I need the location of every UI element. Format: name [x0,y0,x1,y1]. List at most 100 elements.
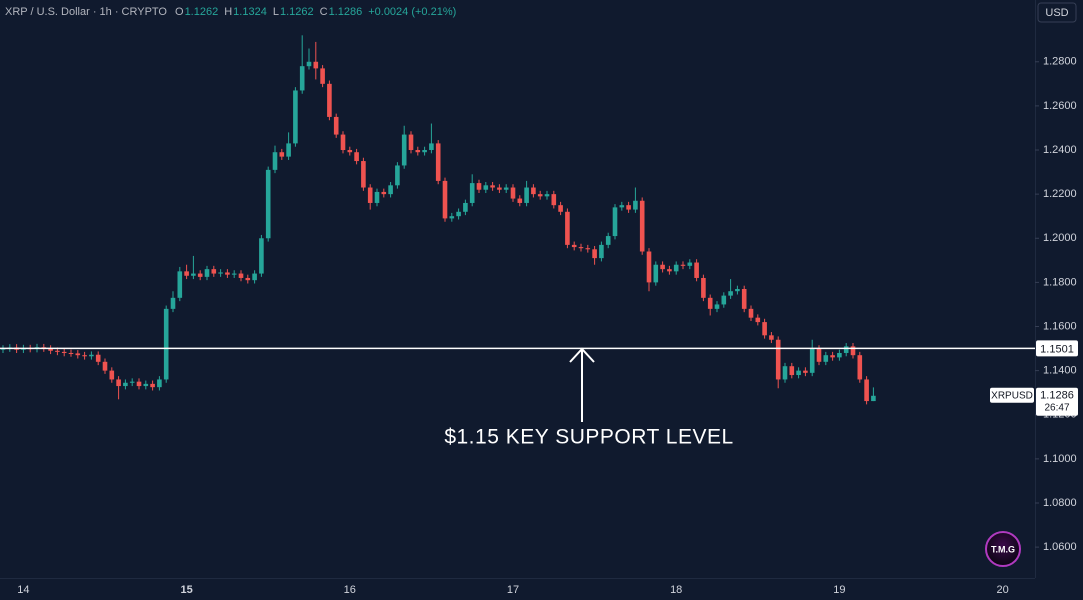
y-tick-label: 1.2800 [1043,56,1077,68]
candle-body [463,202,468,212]
candle-body [157,379,162,388]
y-tick-label: 1.2000 [1043,232,1077,244]
candle-body [143,383,149,387]
candle-body [320,68,325,84]
y-tick-label: 1.2400 [1043,144,1077,156]
last-price: 1.1286 [1040,390,1074,402]
symbol-label: XRPUSD [991,390,1033,401]
legend-value: 1.1262 [280,6,314,18]
candle-body [687,262,693,266]
candle-body [395,165,400,186]
x-tick-label: 17 [507,584,519,596]
candle-body [469,183,475,203]
y-tick-label: 1.2200 [1043,188,1077,200]
currency-label[interactable]: USD [1045,7,1068,19]
candle-body [510,187,516,199]
legend-value: 1.1286 [329,6,363,18]
candle-body [680,264,686,266]
legend: XRP / U.S. Dollar · 1h · CRYPTO O 1.1262 H… [5,6,456,18]
candle-body [388,185,393,195]
candle-body [299,66,305,91]
candle-body [225,272,230,275]
y-tick-label: 1.1400 [1043,365,1077,377]
candle-body [150,383,155,388]
candle-body [313,61,319,69]
candle-body [211,269,217,274]
candle-body [741,289,747,309]
candle-body [551,194,557,206]
candle-body [422,150,427,153]
candle-body [864,379,869,402]
candle-body [435,143,441,181]
candle-body [626,205,631,210]
candle-body [639,200,645,252]
candle-body [245,277,251,281]
candle-body [354,152,359,162]
currency-button[interactable] [1037,2,1077,23]
candle-body [830,355,835,358]
candle-body [782,366,788,380]
candle-body [619,205,625,208]
candle-body [184,271,189,276]
candle-body [55,350,60,352]
candle-body [82,355,87,357]
candle-body [68,352,74,354]
candle-body [571,244,577,248]
candle-body [191,273,196,276]
candle-body [238,273,244,278]
candle-body [456,211,461,217]
candle-body [177,271,183,298]
candle-body [163,308,169,380]
candle-body [102,361,108,371]
x-tick-label: 18 [670,584,682,596]
candle-body [714,304,720,309]
candle-body [476,183,482,190]
candle-body [850,346,856,356]
candle-body [415,150,421,153]
candle-body [252,273,257,281]
candle-body [578,247,584,249]
symbol-label-box [990,387,1034,403]
candle-body [769,335,774,340]
watermark-logo: T.M.G [985,531,1021,567]
candle-body [204,269,210,277]
candle-body [197,273,203,277]
x-tick-label: 19 [833,584,845,596]
candle-body [333,116,339,135]
logo-ring [985,531,1021,567]
legend-key: H [224,6,232,18]
candle-body [857,355,863,380]
candle-body [612,207,618,237]
candle-body [843,346,849,353]
candle-body [340,134,346,151]
legend-value: 1.1324 [233,6,267,18]
symbol-title: XRP / U.S. Dollar · 1h · CRYPTO [5,6,167,18]
y-tick-label: 1.1600 [1043,320,1077,332]
candle-body [809,348,815,373]
candle-body [660,264,665,270]
logo-text: T.M.G [991,544,1015,554]
candle-body [735,289,740,292]
candle-body [116,379,121,387]
candle-body [449,216,455,219]
candle-body [170,297,176,309]
legend-key: O [175,6,184,18]
candle-body [442,180,448,219]
candle-body [823,355,829,362]
countdown: 26:47 [1044,402,1069,413]
candle-body [517,198,523,203]
candle-body [544,194,550,197]
legend-key: L [273,6,279,18]
y-tick-label: 1.1000 [1043,453,1077,465]
y-tick-label: 1.1800 [1043,276,1077,288]
candle-body [503,187,509,190]
candle-body [367,187,373,203]
candle-body [701,277,706,298]
candle-body [327,83,332,117]
candle-body [136,381,142,387]
candle-body [265,169,271,239]
candle-body [816,348,822,362]
legend-value: 1.1262 [185,6,219,18]
